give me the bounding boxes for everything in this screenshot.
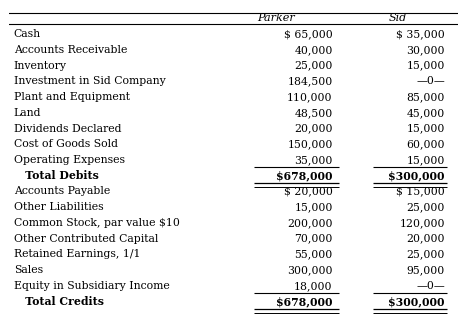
Text: 15,000: 15,000 bbox=[407, 155, 445, 165]
Text: Land: Land bbox=[14, 108, 41, 118]
Text: $ 20,000: $ 20,000 bbox=[284, 186, 332, 197]
Text: 184,500: 184,500 bbox=[288, 76, 332, 86]
Text: Accounts Payable: Accounts Payable bbox=[14, 186, 110, 197]
Text: 25,000: 25,000 bbox=[407, 249, 445, 260]
Text: 85,000: 85,000 bbox=[407, 92, 445, 102]
Text: 40,000: 40,000 bbox=[294, 45, 332, 55]
Text: 18,000: 18,000 bbox=[294, 281, 332, 291]
Text: $300,000: $300,000 bbox=[388, 296, 445, 307]
Text: $300,000: $300,000 bbox=[388, 170, 445, 181]
Text: 110,000: 110,000 bbox=[287, 92, 332, 102]
Text: Common Stock, par value $10: Common Stock, par value $10 bbox=[14, 218, 180, 228]
Text: —0—: —0— bbox=[416, 76, 445, 86]
Text: 60,000: 60,000 bbox=[407, 139, 445, 149]
Text: Operating Expenses: Operating Expenses bbox=[14, 155, 125, 165]
Text: 55,000: 55,000 bbox=[294, 249, 332, 260]
Text: 35,000: 35,000 bbox=[294, 155, 332, 165]
Text: $ 35,000: $ 35,000 bbox=[396, 29, 445, 39]
Text: Total Credits: Total Credits bbox=[14, 296, 104, 307]
Text: Accounts Receivable: Accounts Receivable bbox=[14, 45, 127, 55]
Text: Investment in Sid Company: Investment in Sid Company bbox=[14, 76, 165, 86]
Text: Equity in Subsidiary Income: Equity in Subsidiary Income bbox=[14, 281, 169, 291]
Text: 120,000: 120,000 bbox=[400, 218, 445, 228]
Text: Dividends Declared: Dividends Declared bbox=[14, 123, 121, 133]
Text: 25,000: 25,000 bbox=[407, 202, 445, 212]
Text: 20,000: 20,000 bbox=[407, 234, 445, 244]
Text: Other Liabilities: Other Liabilities bbox=[14, 202, 103, 212]
Text: 95,000: 95,000 bbox=[407, 265, 445, 275]
Text: 15,000: 15,000 bbox=[407, 123, 445, 133]
Text: 15,000: 15,000 bbox=[407, 61, 445, 71]
Text: 30,000: 30,000 bbox=[407, 45, 445, 55]
Text: 150,000: 150,000 bbox=[287, 139, 332, 149]
Text: 300,000: 300,000 bbox=[287, 265, 332, 275]
Text: —0—: —0— bbox=[416, 281, 445, 291]
Text: Cash: Cash bbox=[14, 29, 41, 39]
Text: Sales: Sales bbox=[14, 265, 43, 275]
Text: $678,000: $678,000 bbox=[276, 170, 332, 181]
Text: 70,000: 70,000 bbox=[294, 234, 332, 244]
Text: Cost of Goods Sold: Cost of Goods Sold bbox=[14, 139, 118, 149]
Text: Inventory: Inventory bbox=[14, 61, 67, 71]
Text: Retained Earnings, 1/1: Retained Earnings, 1/1 bbox=[14, 249, 140, 260]
Text: Parker: Parker bbox=[257, 13, 295, 23]
Text: Plant and Equipment: Plant and Equipment bbox=[14, 92, 130, 102]
Text: 45,000: 45,000 bbox=[407, 108, 445, 118]
Text: 48,500: 48,500 bbox=[294, 108, 332, 118]
Text: Total Debits: Total Debits bbox=[14, 170, 99, 181]
Text: $ 65,000: $ 65,000 bbox=[284, 29, 332, 39]
Text: 15,000: 15,000 bbox=[294, 202, 332, 212]
Text: $678,000: $678,000 bbox=[276, 296, 332, 307]
Text: Other Contributed Capital: Other Contributed Capital bbox=[14, 234, 158, 244]
Text: 20,000: 20,000 bbox=[294, 123, 332, 133]
Text: 25,000: 25,000 bbox=[294, 61, 332, 71]
Text: 200,000: 200,000 bbox=[287, 218, 332, 228]
Text: Sid: Sid bbox=[388, 13, 407, 23]
Text: $ 15,000: $ 15,000 bbox=[396, 186, 445, 197]
